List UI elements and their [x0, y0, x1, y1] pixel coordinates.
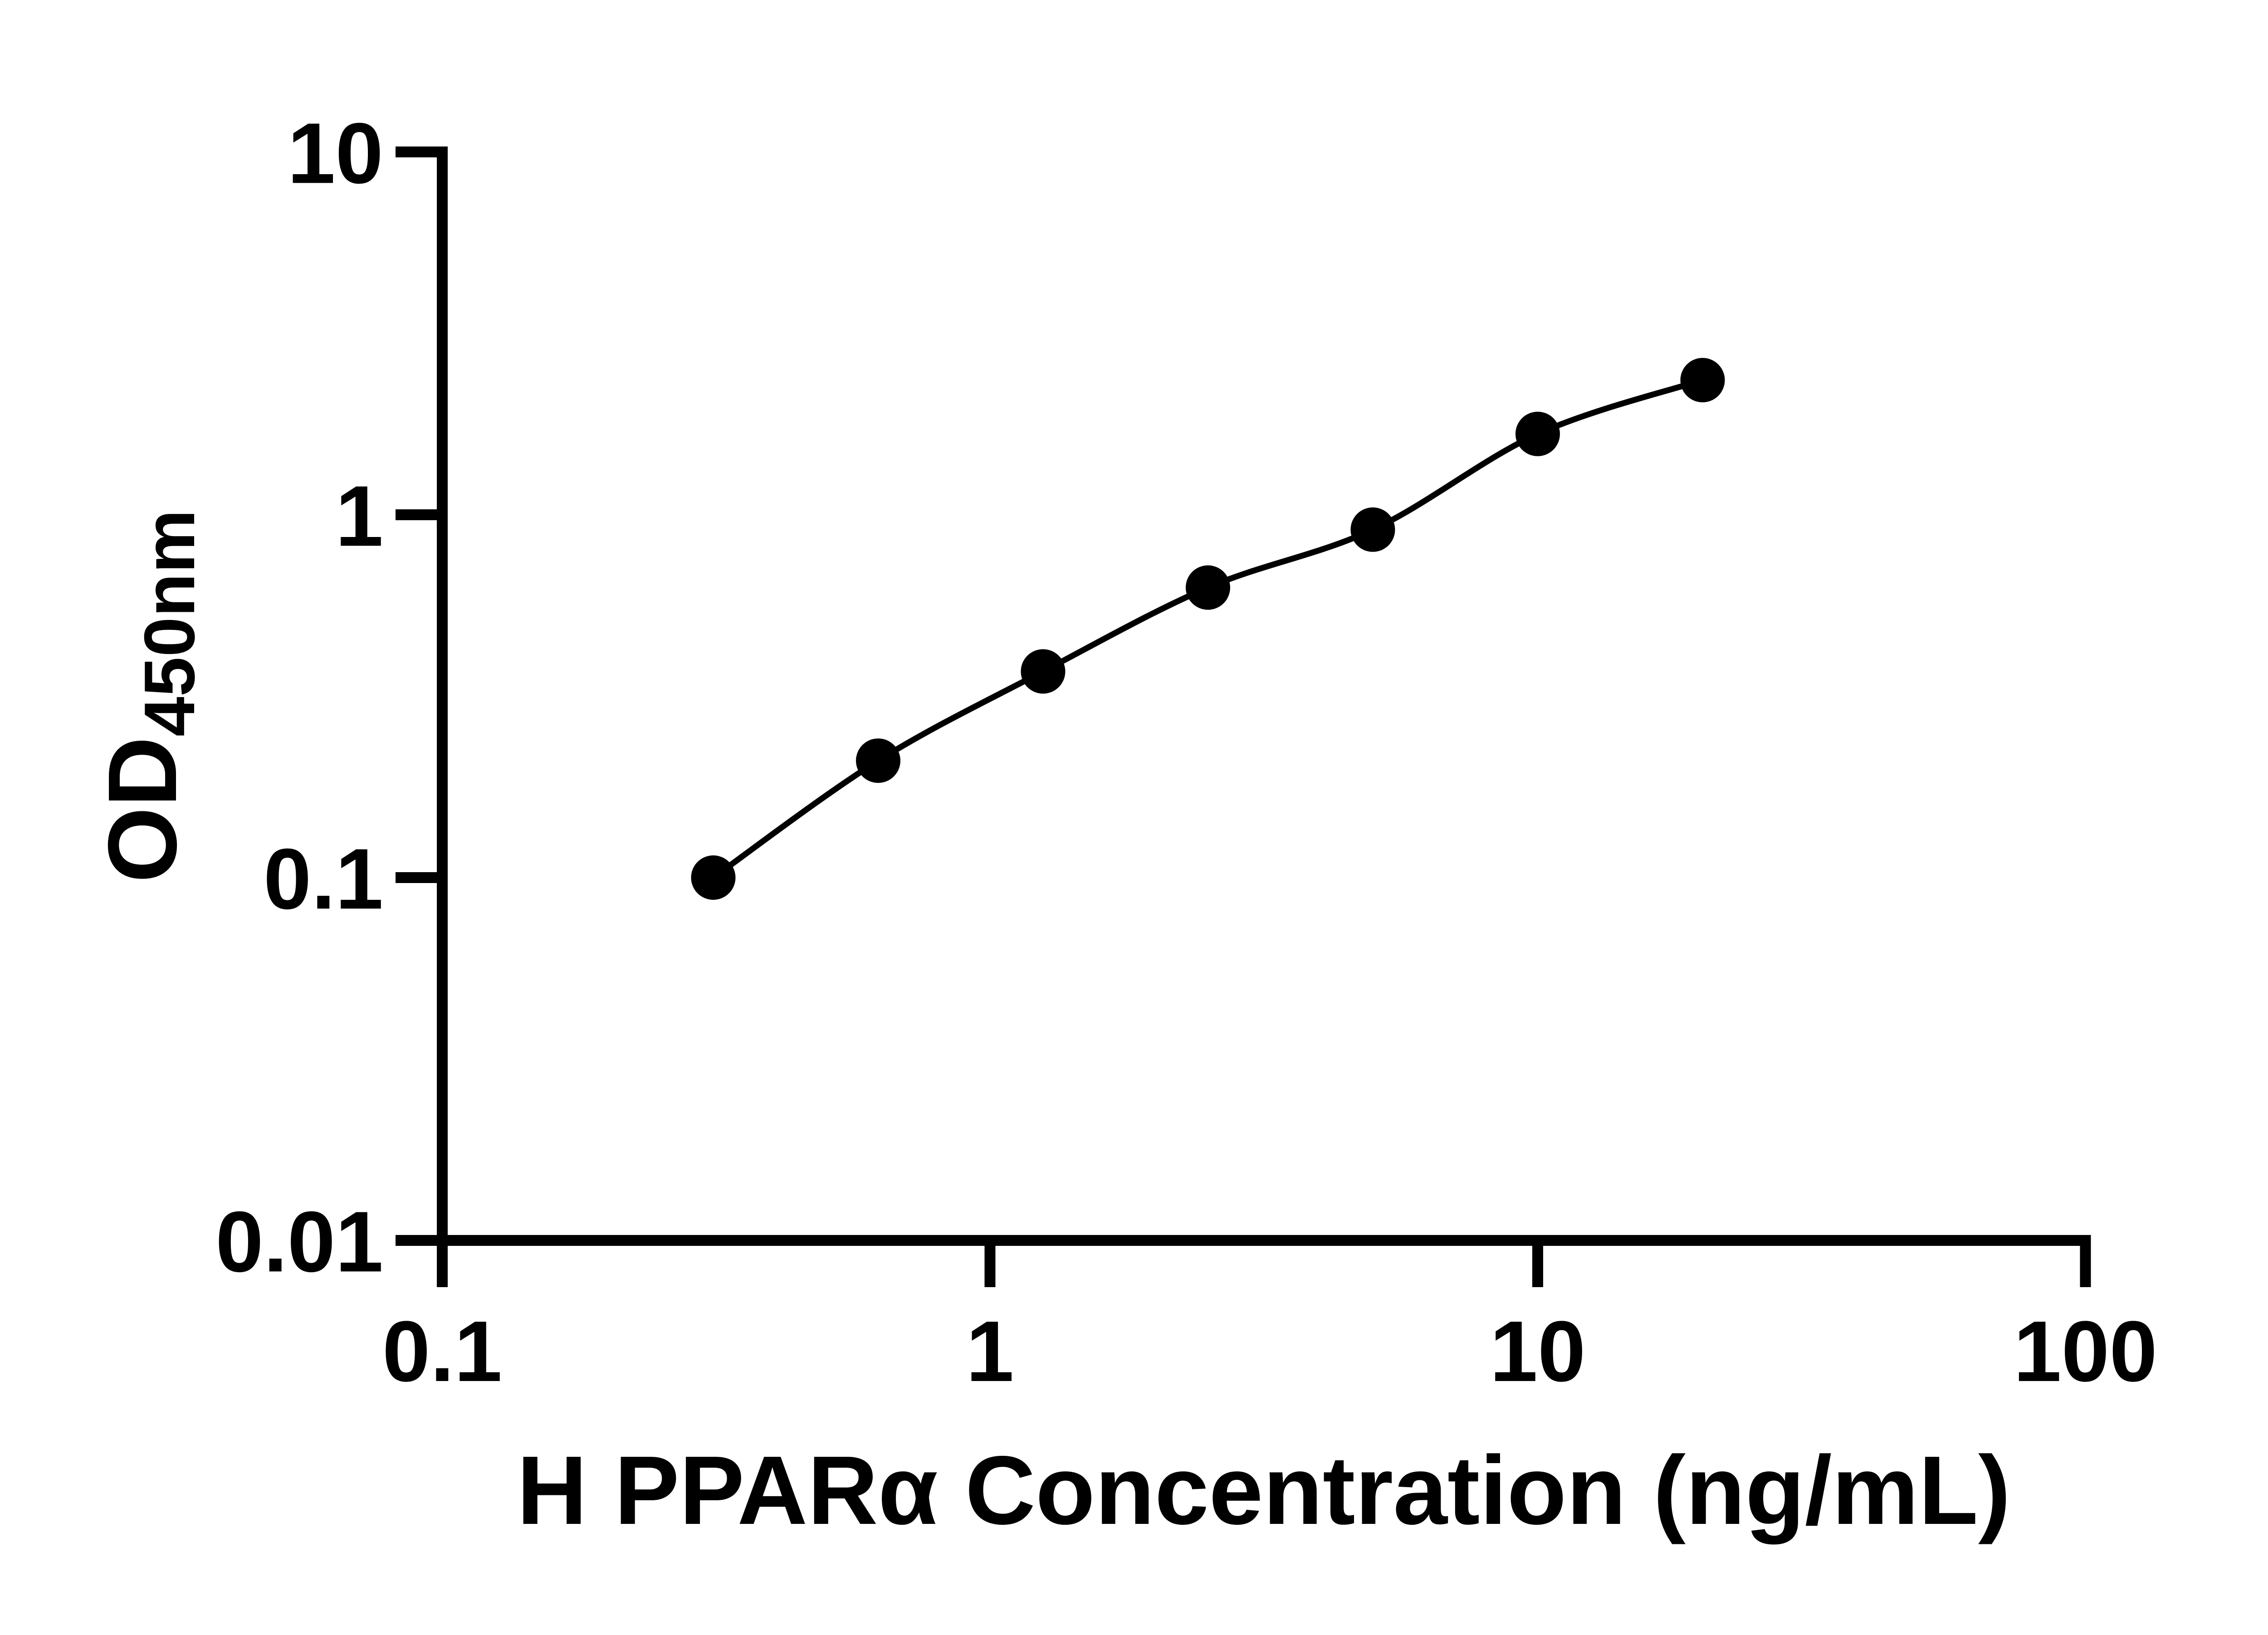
- data-point-marker: [691, 855, 736, 900]
- x-tick-label: 10: [1490, 1303, 1585, 1400]
- data-point-marker: [1186, 565, 1230, 610]
- x-tick-label: 100: [2014, 1303, 2157, 1400]
- data-points: [691, 358, 1725, 900]
- y-tick-label: 10: [288, 105, 383, 201]
- data-point-marker: [1680, 358, 1725, 403]
- x-tick-label: 1: [966, 1303, 1014, 1400]
- data-point-marker: [1515, 411, 1560, 456]
- axes: [437, 146, 2091, 1246]
- y-axis-title: OD450nm: [88, 509, 210, 883]
- y-axis-title-main: OD: [88, 737, 197, 883]
- axis-ticks: [396, 146, 2091, 1287]
- x-axis-title: H PPARα Concentration (ng/mL): [517, 1435, 2010, 1545]
- axis-tick-labels: 10 1 0.1 0.01 0.1 1 10 100: [215, 105, 2157, 1400]
- data-point-marker: [856, 738, 900, 783]
- y-axis-title-subscript: 450nm: [130, 509, 210, 737]
- y-tick-label: 1: [335, 468, 383, 564]
- y-tick-label: 0.1: [264, 831, 383, 927]
- x-tick-label: 0.1: [382, 1303, 502, 1400]
- data-point-marker: [1350, 507, 1395, 552]
- data-point-marker: [1021, 649, 1066, 694]
- y-tick-label: 0.01: [215, 1194, 383, 1290]
- fit-curve-line: [710, 377, 1706, 881]
